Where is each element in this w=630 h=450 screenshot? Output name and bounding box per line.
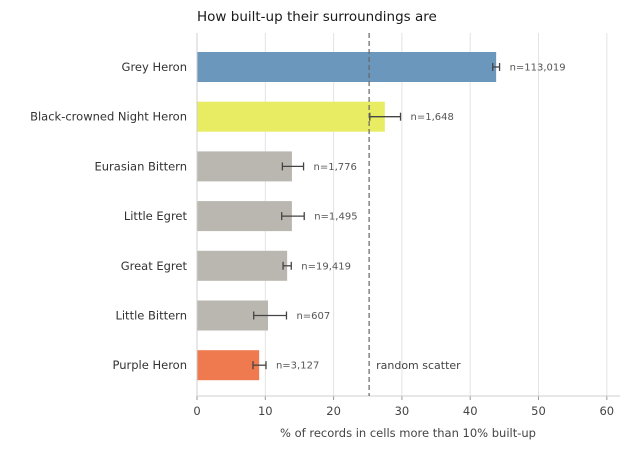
x-tick-label: 60 [599, 404, 614, 418]
bar [197, 151, 292, 182]
x-tick-label: 30 [395, 404, 410, 418]
chart-title: How built-up their surroundings are [197, 9, 437, 25]
bars [197, 52, 497, 381]
bar [197, 250, 288, 281]
category-label: Grey Heron [122, 60, 187, 74]
n-label: n=607 [296, 311, 330, 322]
category-label: Great Egret [121, 259, 188, 273]
x-tick-label: 20 [326, 404, 341, 418]
error-bars [252, 63, 501, 370]
category-label: Little Bittern [115, 309, 187, 323]
bar [197, 101, 385, 132]
n-label: n=1,495 [314, 212, 357, 223]
category-label: Little Egret [124, 209, 188, 223]
category-label: Eurasian Bittern [95, 159, 188, 173]
x-tick-label: 10 [258, 404, 273, 418]
x-axis: 0 10 20 30 40 50 60 [193, 33, 620, 418]
reference-line-group: random scatter [368, 33, 461, 396]
n-label: n=1,776 [314, 162, 357, 173]
n-labels: n=113,019 n=1,648 n=1,776 n=1,495 n=19,419 n=… [276, 63, 566, 372]
bar [197, 52, 497, 82]
x-tick-label: 50 [531, 404, 546, 418]
category-label: Purple Heron [113, 358, 188, 372]
bar [197, 201, 292, 232]
bar [197, 350, 260, 381]
n-label: n=113,019 [510, 63, 566, 74]
gridlines [264, 33, 608, 396]
n-label: n=1,648 [411, 112, 454, 123]
reference-line-label: random scatter [376, 359, 461, 372]
x-axis-label: % of records in cells more than 10% buil… [280, 426, 536, 440]
x-tick-label: 40 [463, 404, 478, 418]
n-label: n=19,419 [301, 261, 351, 272]
n-label: n=3,127 [276, 361, 319, 372]
category-labels: Grey Heron Black-crowned Night Heron Euras… [30, 60, 187, 372]
x-tick-label: 0 [193, 404, 200, 418]
category-label: Black-crowned Night Heron [30, 110, 187, 124]
